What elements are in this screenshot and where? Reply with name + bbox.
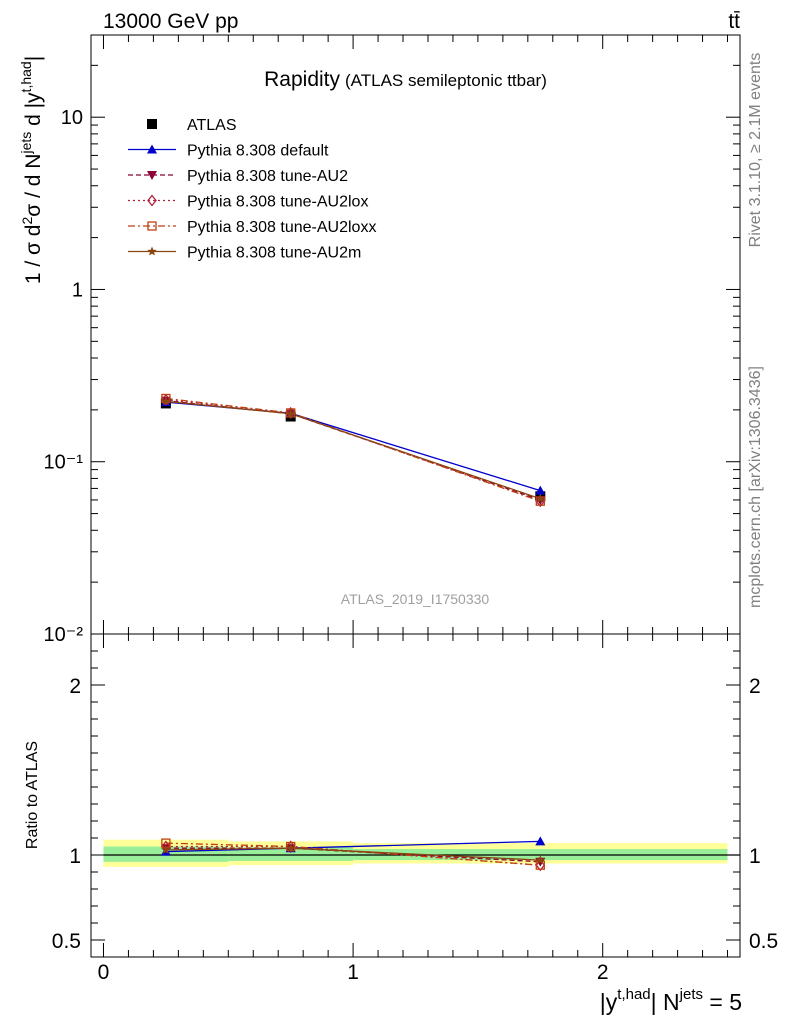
main-y-axis-label: 1 / σ d2σ / d Njets d |yt,had| <box>18 56 45 284</box>
y-tick-label: 10⁻² <box>44 624 84 646</box>
mcplots-label: mcplots.cern.ch [arXiv:1306.3436] <box>747 366 764 608</box>
chart-subtitle: (ATLAS semileptonic ttbar) <box>345 71 547 90</box>
main-plot-panel: 10⁻² 10⁻¹ 1 10 Rapidity (ATLAS semileptonic… <box>44 34 741 646</box>
ratio-axis-ticks: 0.5 0.5 1 1 2 2 0 1 2 <box>52 634 778 984</box>
data-point <box>535 493 546 503</box>
energy-label: 13000 GeV pp <box>103 10 238 33</box>
legend-marker <box>147 194 157 207</box>
legend-label: Pythia 8.308 tune-AU2loxx <box>187 219 376 236</box>
legend-label: Pythia 8.308 tune-AU2m <box>187 245 361 262</box>
series-line <box>165 400 541 500</box>
x-tick-label: 1 <box>347 961 359 984</box>
x-tick-label: 0 <box>98 961 110 984</box>
ratio-y-tick-label-left: 0.5 <box>52 930 81 953</box>
y-tick-label: 10⁻¹ <box>44 452 84 474</box>
ratio-y-tick-label-right: 1 <box>749 845 761 868</box>
svg-text:1 / σ d2σ / d Njets d |yt,had|: 1 / σ d2σ / d Njets d |yt,had| <box>18 56 45 284</box>
series-line <box>165 401 541 492</box>
legend-marker <box>147 221 157 231</box>
legend-label: ATLAS <box>187 117 237 134</box>
data-point <box>535 495 546 508</box>
ratio-data-point <box>285 840 296 853</box>
ratio-y-tick-label-left: 2 <box>69 675 81 698</box>
y-tick-label: 10 <box>61 107 83 129</box>
ratio-plot-frame <box>90 633 741 958</box>
main-series-lines <box>165 397 541 502</box>
legend-marker <box>147 119 157 129</box>
data-point <box>535 485 546 495</box>
legend-label: Pythia 8.308 tune-AU2lox <box>187 194 368 211</box>
legend: ATLAS Pythia 8.308 default Pythia 8.308 tu… <box>128 117 376 262</box>
legend-marker <box>147 171 157 180</box>
ratio-data-point <box>285 843 296 853</box>
rivet-version-label: Rivet 3.1.10, ≥ 2.1M events <box>747 53 764 248</box>
chart-title: Rapidity <box>264 68 340 91</box>
main-axis-ticks: 10⁻² 10⁻¹ 1 10 <box>44 34 740 646</box>
ratio-plot-panel: 0.5 0.5 1 1 2 2 0 1 2 <box>52 633 778 984</box>
legend-marker <box>147 246 157 256</box>
series-line <box>165 400 541 501</box>
ratio-y-tick-label-right: 0.5 <box>749 930 778 953</box>
series-line <box>165 399 541 502</box>
ratio-data-point <box>161 844 171 854</box>
svg-text:|yt,had| Njets = 5: |yt,had| Njets = 5 <box>600 986 742 1015</box>
ratio-y-axis-label: Ratio to ATLAS <box>24 741 41 849</box>
ratio-data-point <box>535 855 546 865</box>
data-point <box>161 393 171 406</box>
x-tick-label: 2 <box>597 961 609 984</box>
ratio-y-tick-label-left: 1 <box>69 845 81 868</box>
ratio-y-tick-label-right: 2 <box>749 675 761 698</box>
data-point <box>161 396 171 406</box>
ratio-data-point <box>286 841 296 852</box>
legend-label: Pythia 8.308 tune-AU2 <box>187 168 348 185</box>
ratio-series-markers <box>160 836 546 872</box>
analysis-watermark: ATLAS_2019_I1750330 <box>341 591 490 607</box>
legend-marker <box>147 144 157 154</box>
data-point <box>285 408 296 418</box>
uncertainty-band-green <box>228 847 354 861</box>
x-axis-label: |yt,had| Njets = 5 <box>600 986 742 1015</box>
legend-label: Pythia 8.308 default <box>187 143 329 160</box>
ratio-data-point <box>535 836 546 846</box>
series-line <box>165 397 541 502</box>
y-tick-label: 1 <box>72 279 83 301</box>
process-label: tt̄ <box>728 10 740 33</box>
data-point <box>285 406 296 419</box>
main-series-markers <box>160 393 546 508</box>
